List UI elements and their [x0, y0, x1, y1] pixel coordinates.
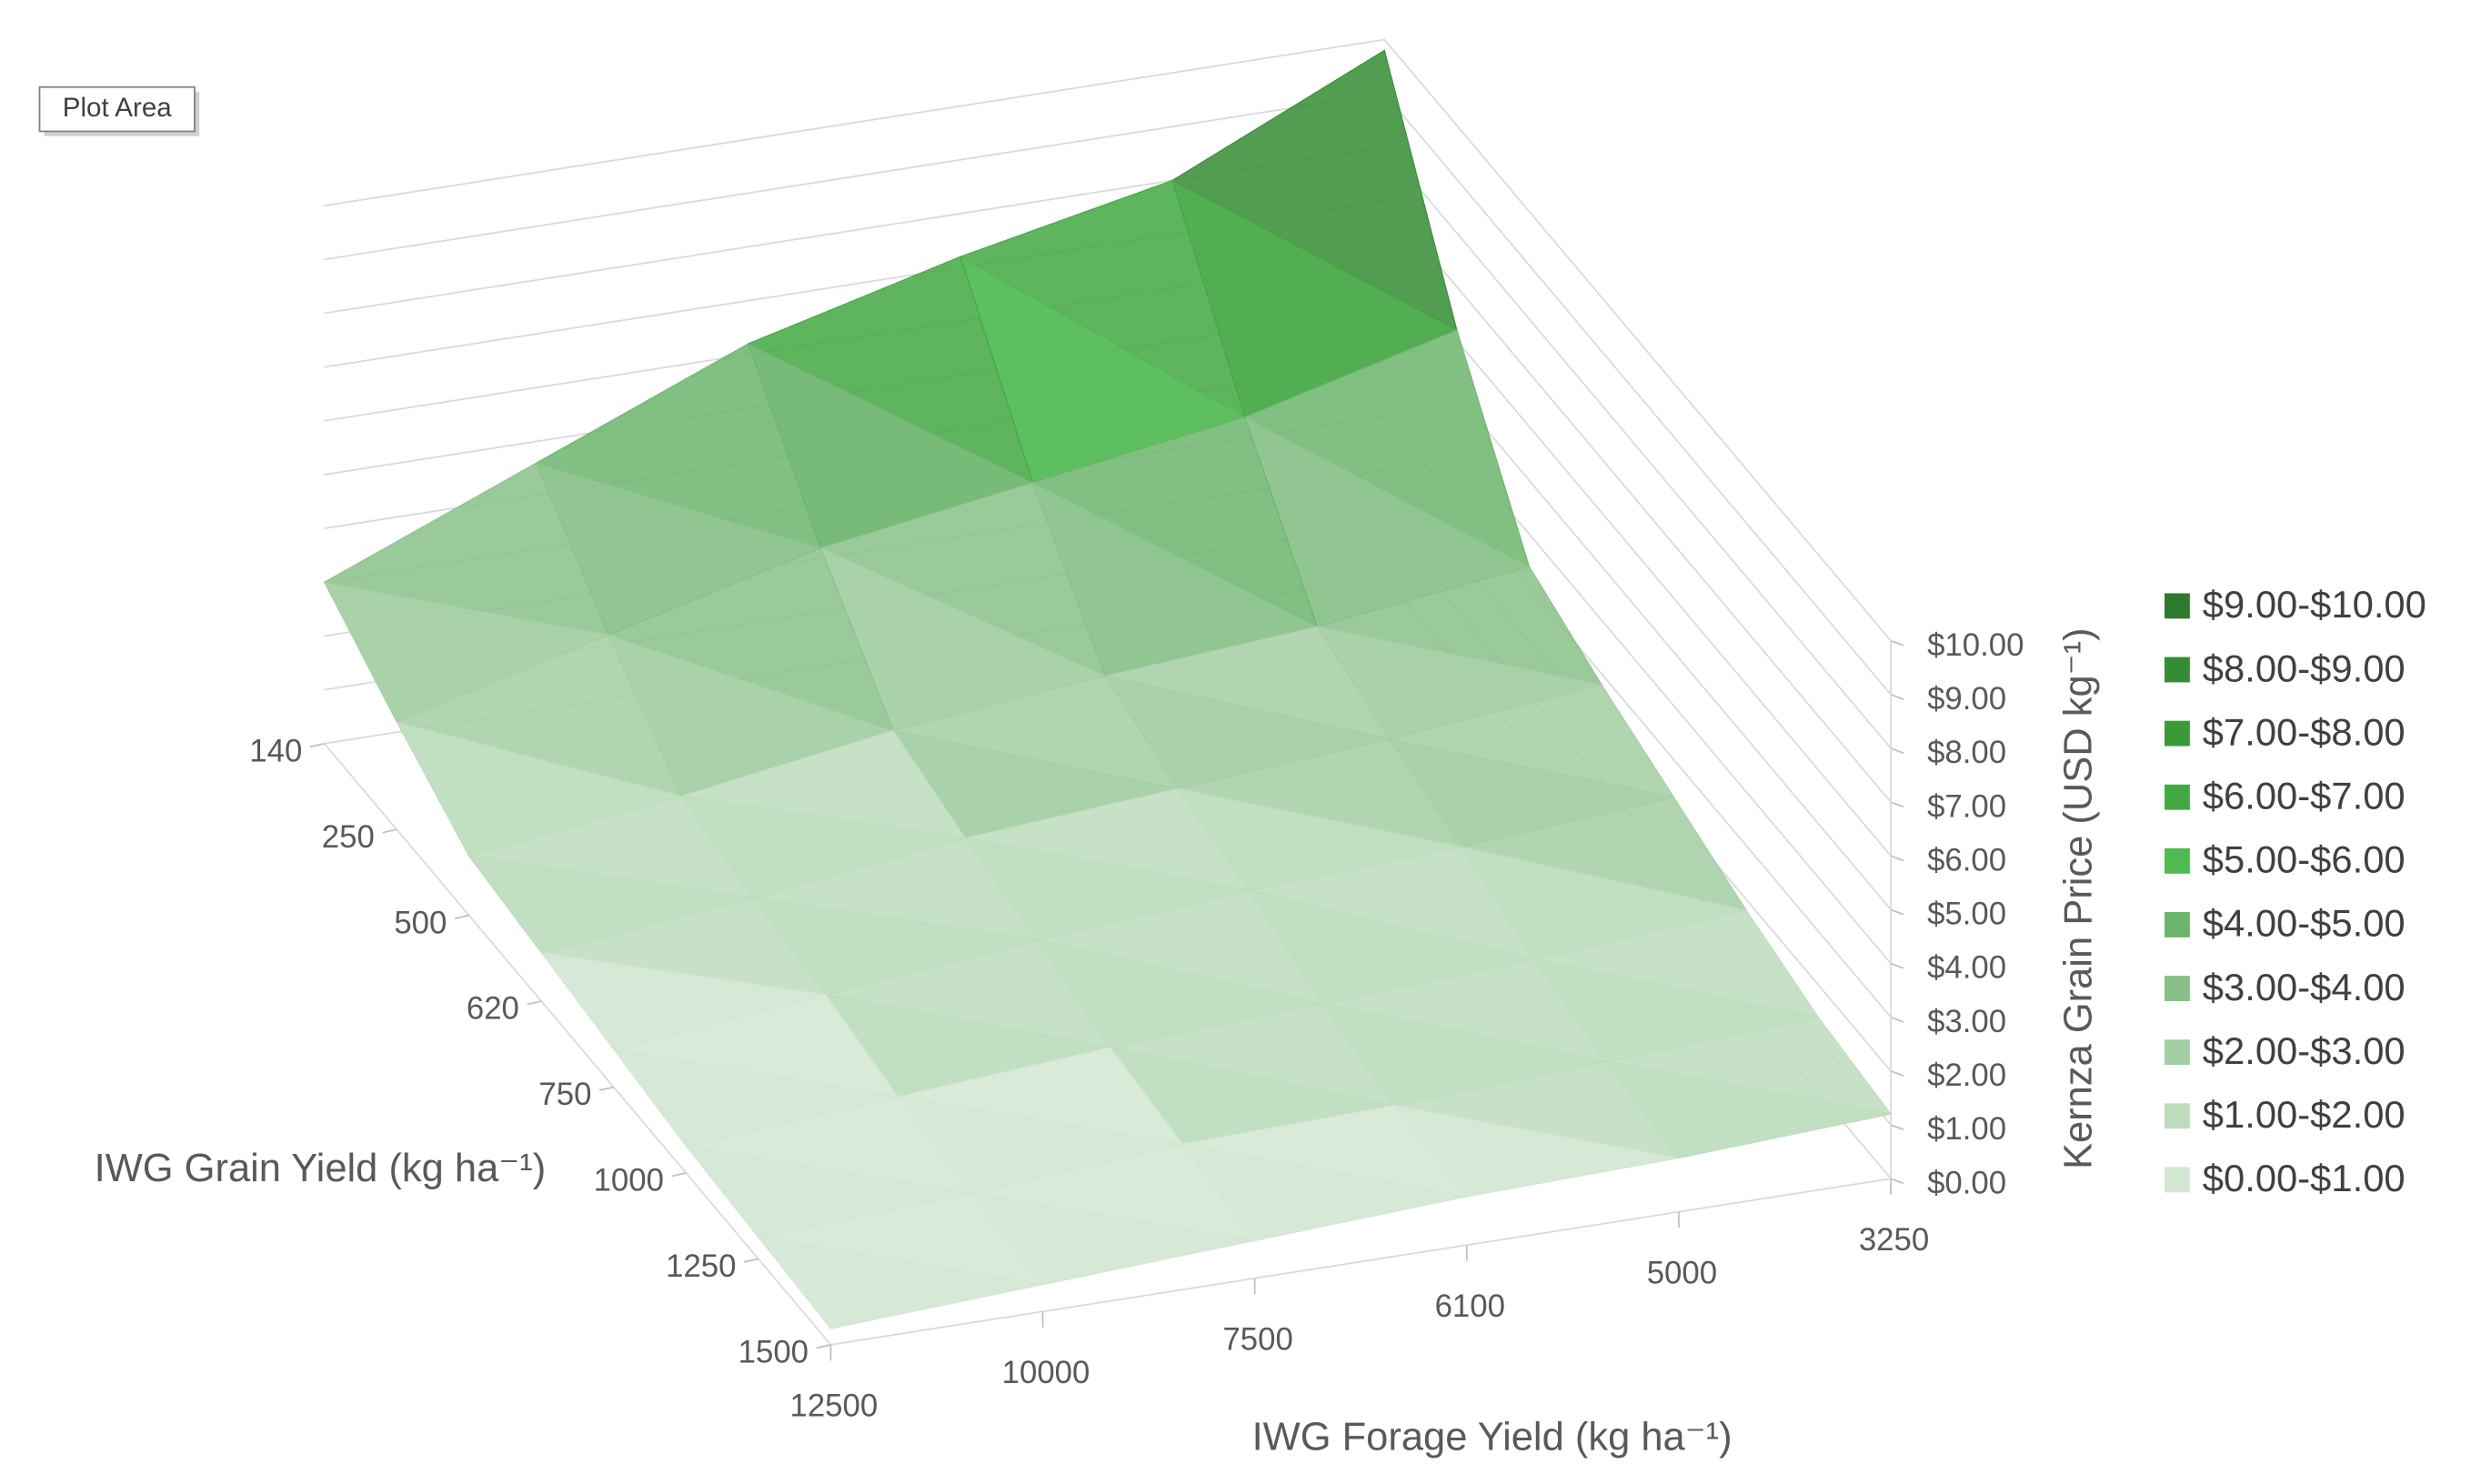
tooltip: Plot Area [38, 85, 200, 136]
grain-tick-label: 500 [394, 906, 447, 940]
grain-tick [382, 828, 397, 834]
tooltip-text: Plot Area [63, 93, 173, 123]
surface [323, 49, 1893, 1329]
z-tick [1890, 855, 1904, 862]
legend-label: $9.00-$10.00 [2203, 583, 2426, 626]
legend-swatch [2165, 1103, 2190, 1129]
grain-tick-label: 750 [538, 1078, 591, 1112]
z-tick [1890, 693, 1904, 700]
z-tick [1890, 962, 1904, 969]
z-tick-label: $4.00 [1927, 951, 2006, 986]
z-tick-label: $3.00 [1927, 1005, 2006, 1039]
grain-tick [309, 742, 325, 748]
z-tick-label: $1.00 [1927, 1112, 2006, 1147]
forage-tick-label: 5000 [1647, 1256, 1717, 1290]
legend-label: $0.00-$1.00 [2203, 1157, 2406, 1199]
z-tick [1890, 1070, 1904, 1077]
legend-label: $6.00-$7.00 [2203, 774, 2406, 817]
z-tick-label: $2.00 [1927, 1058, 2006, 1093]
grain-tick-label: 1250 [666, 1249, 736, 1284]
grain-tick-label: 1000 [594, 1164, 664, 1198]
legend-label: $4.00-$5.00 [2203, 902, 2406, 945]
grain-tick [816, 1344, 831, 1349]
z-tick [1890, 639, 1904, 647]
grain-tick [671, 1172, 687, 1178]
forage-tick-label: 12500 [790, 1389, 879, 1424]
z-tick-label: $0.00 [1927, 1166, 2006, 1200]
grain-tick [598, 1086, 614, 1091]
z-tick [1890, 1016, 1904, 1023]
legend-label: $5.00-$6.00 [2203, 838, 2406, 881]
z-tick-label: $6.00 [1927, 843, 2006, 877]
forage-tick-label: 10000 [1002, 1356, 1090, 1390]
z-tick [1890, 1178, 1904, 1185]
z-tick-label: $9.00 [1927, 682, 2006, 717]
legend-label: $1.00-$2.00 [2203, 1093, 2406, 1136]
legend-swatch [2165, 847, 2190, 874]
legend-label: $2.00-$3.00 [2203, 1029, 2406, 1072]
z-tick-label: $10.00 [1927, 628, 2024, 663]
legend-swatch [2165, 657, 2190, 683]
forage-axis-line [830, 1178, 1892, 1346]
grain-tick-label: 1500 [738, 1335, 809, 1369]
forage-axis-title: IWG Forage Yield (kg ha⁻¹) [1252, 1416, 1733, 1459]
forage-tick-label: 6100 [1435, 1289, 1505, 1324]
z-tick [1890, 908, 1904, 916]
legend-swatch [2165, 1167, 2190, 1193]
z-tick-label: $7.00 [1927, 789, 2006, 824]
legend-label: $8.00-$9.00 [2203, 647, 2406, 689]
z-tick [1890, 801, 1904, 808]
legend-label: $3.00-$4.00 [2203, 966, 2406, 1008]
grain-tick [454, 914, 469, 919]
z-tick-label: $8.00 [1927, 736, 2006, 770]
legend-swatch [2165, 912, 2190, 938]
legend-swatch [2165, 720, 2190, 747]
grain-axis-line [323, 743, 832, 1346]
surface-facet [757, 1237, 1043, 1329]
legend-swatch [2165, 976, 2190, 1001]
tooltip-box [38, 85, 196, 133]
legend-swatch [2165, 784, 2190, 810]
grain-tick [744, 1258, 759, 1263]
grain-tick-label: 250 [322, 820, 375, 855]
legend-swatch [2165, 593, 2190, 619]
z-axis-title: Kernza Grain Price (USD kg⁻¹) [2056, 627, 2100, 1169]
z-tick-label: $5.00 [1927, 897, 2006, 932]
legend-label: $7.00-$8.00 [2203, 710, 2406, 753]
z-tick [1890, 747, 1904, 754]
grain-tick [527, 1000, 542, 1006]
grain-axis-title: IWG Grain Yield (kg ha⁻¹) [95, 1147, 547, 1190]
grain-tick-label: 620 [467, 992, 519, 1027]
legend-swatch [2165, 1039, 2190, 1066]
grid-line [324, 38, 1892, 642]
grain-tick-label: 140 [249, 734, 302, 768]
z-tick [1890, 1124, 1904, 1131]
forage-tick-label: 7500 [1222, 1323, 1292, 1358]
forage-tick-label: 3250 [1859, 1223, 1929, 1258]
